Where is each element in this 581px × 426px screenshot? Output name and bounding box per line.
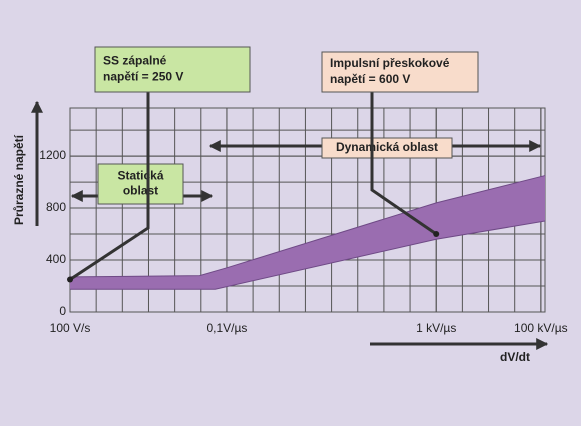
y-tick-label: 400 xyxy=(46,252,66,266)
callout-line xyxy=(69,92,150,281)
x-tick-label: 100 V/s xyxy=(50,321,91,335)
y-tick-label: 800 xyxy=(46,200,66,214)
y-tick-label: 1200 xyxy=(39,148,66,162)
callout-box xyxy=(94,46,251,93)
plot xyxy=(69,175,546,290)
x-tick-label: 1 kV/µs xyxy=(416,321,456,335)
band-area xyxy=(70,175,545,290)
region-label: Dynamická oblast xyxy=(336,140,438,154)
callout-box xyxy=(321,51,479,93)
region-label: oblast xyxy=(123,184,158,198)
callout-line xyxy=(370,92,438,236)
callout-text: napětí = 250 V xyxy=(103,70,183,84)
band-edge-lower xyxy=(70,220,546,290)
y-tick-label: 0 xyxy=(59,304,66,318)
y-axis-label: Průrazné napětí xyxy=(12,134,26,225)
callout-point xyxy=(67,276,73,283)
callout-point xyxy=(433,231,440,238)
x-tick-label: 0,1V/µs xyxy=(206,321,247,335)
x-axis-label: dV/dt xyxy=(500,350,530,364)
region-label: Statická xyxy=(117,169,163,183)
region-box xyxy=(321,137,453,159)
callout-text: napětí = 600 V xyxy=(330,72,410,86)
x-tick-label: 100 kV/µs xyxy=(514,321,568,335)
callout-text: SS zápalné xyxy=(103,54,167,68)
band-edge-upper xyxy=(69,175,546,278)
callout-text: Impulsní přeskokové xyxy=(330,56,450,70)
overlay: 0 400 800 1200 100 V/s 0,1V/µs 1 kV/µs 100 kV/µ… xyxy=(12,46,568,364)
region-box xyxy=(97,163,184,205)
